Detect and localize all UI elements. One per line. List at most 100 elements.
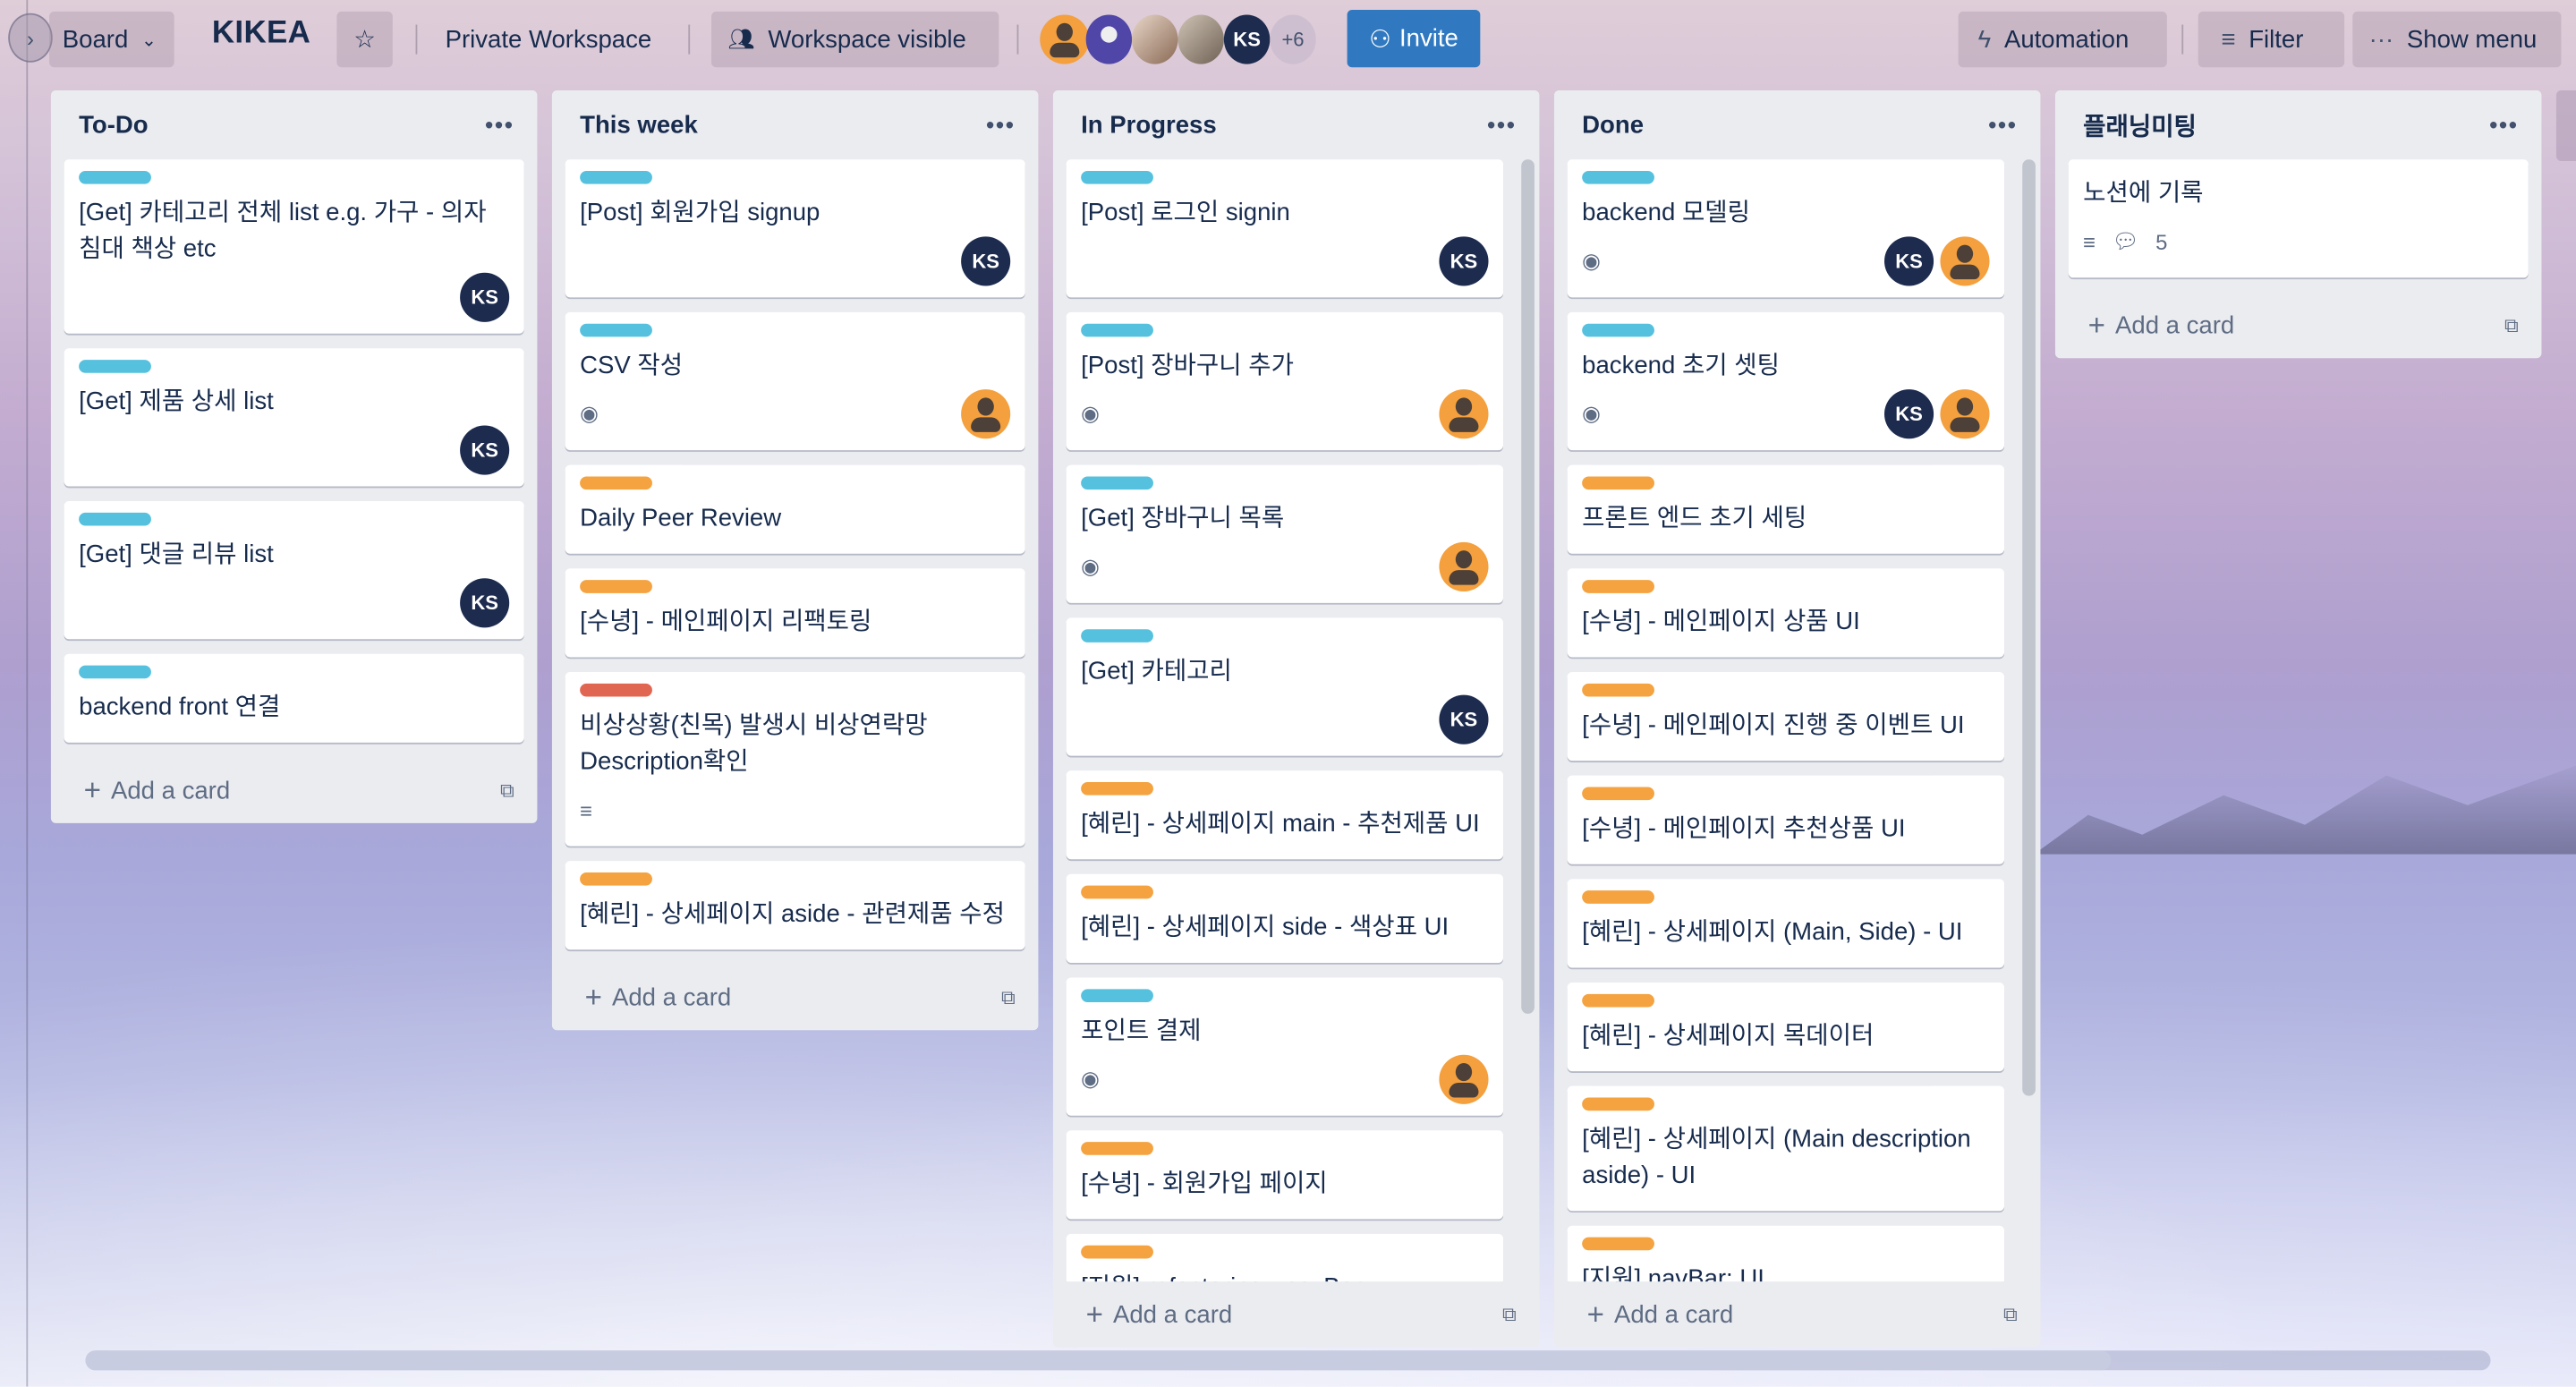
card-label-orange[interactable] xyxy=(580,476,652,490)
list-header[interactable]: Done ••• xyxy=(1554,90,2040,159)
list-menu-icon[interactable]: ••• xyxy=(1487,111,1517,139)
card[interactable]: [지원] refactoring : navBar xyxy=(1066,1233,1504,1282)
horizontal-scrollbar[interactable] xyxy=(85,1350,2491,1371)
list-header[interactable]: 플래닝미팅 ••• xyxy=(2055,90,2541,159)
card[interactable]: [Post] 로그인 signin KS xyxy=(1066,159,1504,298)
member-avatar-ks[interactable]: KS xyxy=(1439,694,1489,745)
member-avatar-photo[interactable] xyxy=(1177,14,1224,64)
member-avatar-default[interactable] xyxy=(1439,541,1489,591)
automation-button[interactable]: ϟ Automation xyxy=(1958,11,2167,68)
card[interactable]: backend front 연결 xyxy=(64,653,524,743)
card[interactable]: [Get] 카테고리 KS xyxy=(1066,617,1504,756)
add-card-button[interactable]: + Add a card ⧉ xyxy=(552,965,1038,1030)
card-label-orange[interactable] xyxy=(1582,1097,1654,1111)
card[interactable]: [Get] 카테고리 전체 list e.g. 가구 - 의자 침대 책상 et… xyxy=(64,159,524,334)
board-view-switcher[interactable]: Board ⌄ xyxy=(49,11,174,68)
member-avatar-admin[interactable] xyxy=(1085,14,1133,64)
card[interactable]: [수녕] - 메인페이지 리팩토링 xyxy=(565,568,1025,658)
list-menu-icon[interactable]: ••• xyxy=(986,111,1016,139)
member-avatar-ks[interactable]: KS xyxy=(460,272,510,322)
card[interactable]: [지원] navBar: UI xyxy=(1567,1225,2005,1282)
card-label-orange[interactable] xyxy=(1582,993,1654,1008)
invite-button[interactable]: ⚇ Invite xyxy=(1347,10,1481,68)
create-from-template-icon[interactable]: ⧉ xyxy=(2002,1302,2018,1325)
list-title[interactable]: To-Do xyxy=(79,110,149,140)
visibility-button[interactable]: 👥︎ Workspace visible xyxy=(711,11,999,68)
add-card-button[interactable]: + Add a card ⧉ xyxy=(1554,1281,2040,1347)
card[interactable]: [Get] 장바구니 목록 ◉ xyxy=(1066,464,1504,603)
member-avatar-ks[interactable]: KS xyxy=(1439,236,1489,286)
expand-sidebar-button[interactable]: › xyxy=(8,13,53,63)
card[interactable]: 비상상황(친목) 발생시 비상연락망 Description확인 ≡ xyxy=(565,671,1025,847)
card[interactable]: [Post] 회원가입 signup KS xyxy=(565,159,1025,298)
card-label-blue[interactable] xyxy=(1081,323,1153,337)
card-label-blue[interactable] xyxy=(79,665,151,679)
member-avatar-default[interactable] xyxy=(1940,389,1990,439)
workspace-button[interactable]: Private Workspace xyxy=(445,25,652,54)
card[interactable]: 노션에 기록 ≡ 💬︎ 5 xyxy=(2068,159,2529,278)
board-title[interactable]: KIKEA xyxy=(211,16,311,51)
list-header[interactable]: To-Do ••• xyxy=(51,90,537,159)
card[interactable]: [혜린] - 상세페이지 (Main description aside) - … xyxy=(1567,1085,2005,1212)
show-menu-button[interactable]: ··· Show menu xyxy=(2352,11,2562,68)
card[interactable]: [Get] 제품 상세 list KS xyxy=(64,348,524,487)
star-button[interactable]: ☆ xyxy=(336,11,393,68)
card-label-blue[interactable] xyxy=(580,323,652,337)
card-label-blue[interactable] xyxy=(580,170,652,184)
card-label-blue[interactable] xyxy=(1081,989,1153,1003)
card-label-orange[interactable] xyxy=(1081,1245,1153,1259)
card[interactable]: Daily Peer Review xyxy=(565,464,1025,554)
member-avatar-default[interactable] xyxy=(1940,236,1990,286)
card[interactable]: backend 초기 셋팅 ◉ KS xyxy=(1567,311,2005,451)
card[interactable]: [혜린] - 상세페이지 목데이터 xyxy=(1567,982,2005,1072)
add-card-button[interactable]: + Add a card ⧉ xyxy=(51,757,537,822)
card-label-orange[interactable] xyxy=(1582,1237,1654,1251)
list-scrollbar[interactable] xyxy=(1521,159,1535,1014)
card[interactable]: CSV 작성 ◉ xyxy=(565,311,1025,451)
list-header[interactable]: In Progress ••• xyxy=(1053,90,1539,159)
card[interactable]: [Post] 장바구니 추가 ◉ xyxy=(1066,311,1504,451)
card[interactable]: 프론트 엔드 초기 세팅 xyxy=(1567,464,2005,554)
create-from-template-icon[interactable]: ⧉ xyxy=(2504,312,2519,336)
add-another-list-button[interactable] xyxy=(2555,89,2576,161)
member-avatar-default[interactable] xyxy=(961,389,1011,439)
add-card-button[interactable]: + Add a card ⧉ xyxy=(2055,293,2541,358)
card-label-orange[interactable] xyxy=(580,580,652,593)
list-scrollbar[interactable] xyxy=(2022,159,2036,1096)
card-label-orange[interactable] xyxy=(1081,781,1153,796)
card-label-red[interactable] xyxy=(580,683,652,697)
add-card-button[interactable]: + Add a card ⧉ xyxy=(1053,1281,1539,1347)
card-label-blue[interactable] xyxy=(1582,323,1654,337)
card[interactable]: [Get] 댓글 리뷰 list KS xyxy=(64,501,524,640)
card-label-blue[interactable] xyxy=(1081,476,1153,490)
card-label-orange[interactable] xyxy=(1081,885,1153,899)
member-avatar-ks[interactable]: KS xyxy=(1884,389,1934,439)
card[interactable]: [혜린] - 상세페이지 side - 색상표 UI xyxy=(1066,873,1504,963)
member-avatar-ks[interactable]: KS xyxy=(1884,236,1934,286)
list-menu-icon[interactable]: ••• xyxy=(2489,111,2519,139)
list-menu-icon[interactable]: ••• xyxy=(1988,111,2018,139)
card-label-blue[interactable] xyxy=(1582,170,1654,184)
card-label-blue[interactable] xyxy=(79,360,151,373)
card-label-orange[interactable] xyxy=(1582,787,1654,801)
list-header[interactable]: This week ••• xyxy=(552,90,1038,159)
create-from-template-icon[interactable]: ⧉ xyxy=(1000,984,1016,1008)
list-title[interactable]: Done xyxy=(1582,110,1645,140)
create-from-template-icon[interactable]: ⧉ xyxy=(499,778,514,802)
list-title[interactable]: In Progress xyxy=(1081,110,1217,140)
member-avatar-ks[interactable]: KS xyxy=(460,578,510,628)
card-label-orange[interactable] xyxy=(1582,476,1654,490)
member-avatar-default[interactable] xyxy=(1439,389,1489,439)
member-avatar-photo[interactable] xyxy=(1132,14,1178,64)
card[interactable]: [수녕] - 메인페이지 상품 UI xyxy=(1567,568,2005,658)
member-avatar-ks[interactable]: KS xyxy=(961,236,1011,286)
list-title[interactable]: This week xyxy=(580,110,698,140)
member-avatar[interactable] xyxy=(1040,14,1090,64)
card[interactable]: backend 모델링 ◉ KS xyxy=(1567,159,2005,298)
card[interactable]: [혜린] - 상세페이지 main - 추천제품 UI xyxy=(1066,770,1504,860)
member-avatar-default[interactable] xyxy=(1439,1054,1489,1104)
card[interactable]: [혜린] - 상세페이지 aside - 관련제품 수정 xyxy=(565,861,1025,950)
card-label-orange[interactable] xyxy=(1582,890,1654,904)
create-from-template-icon[interactable]: ⧉ xyxy=(1501,1302,1517,1325)
card-label-orange[interactable] xyxy=(1582,683,1654,697)
